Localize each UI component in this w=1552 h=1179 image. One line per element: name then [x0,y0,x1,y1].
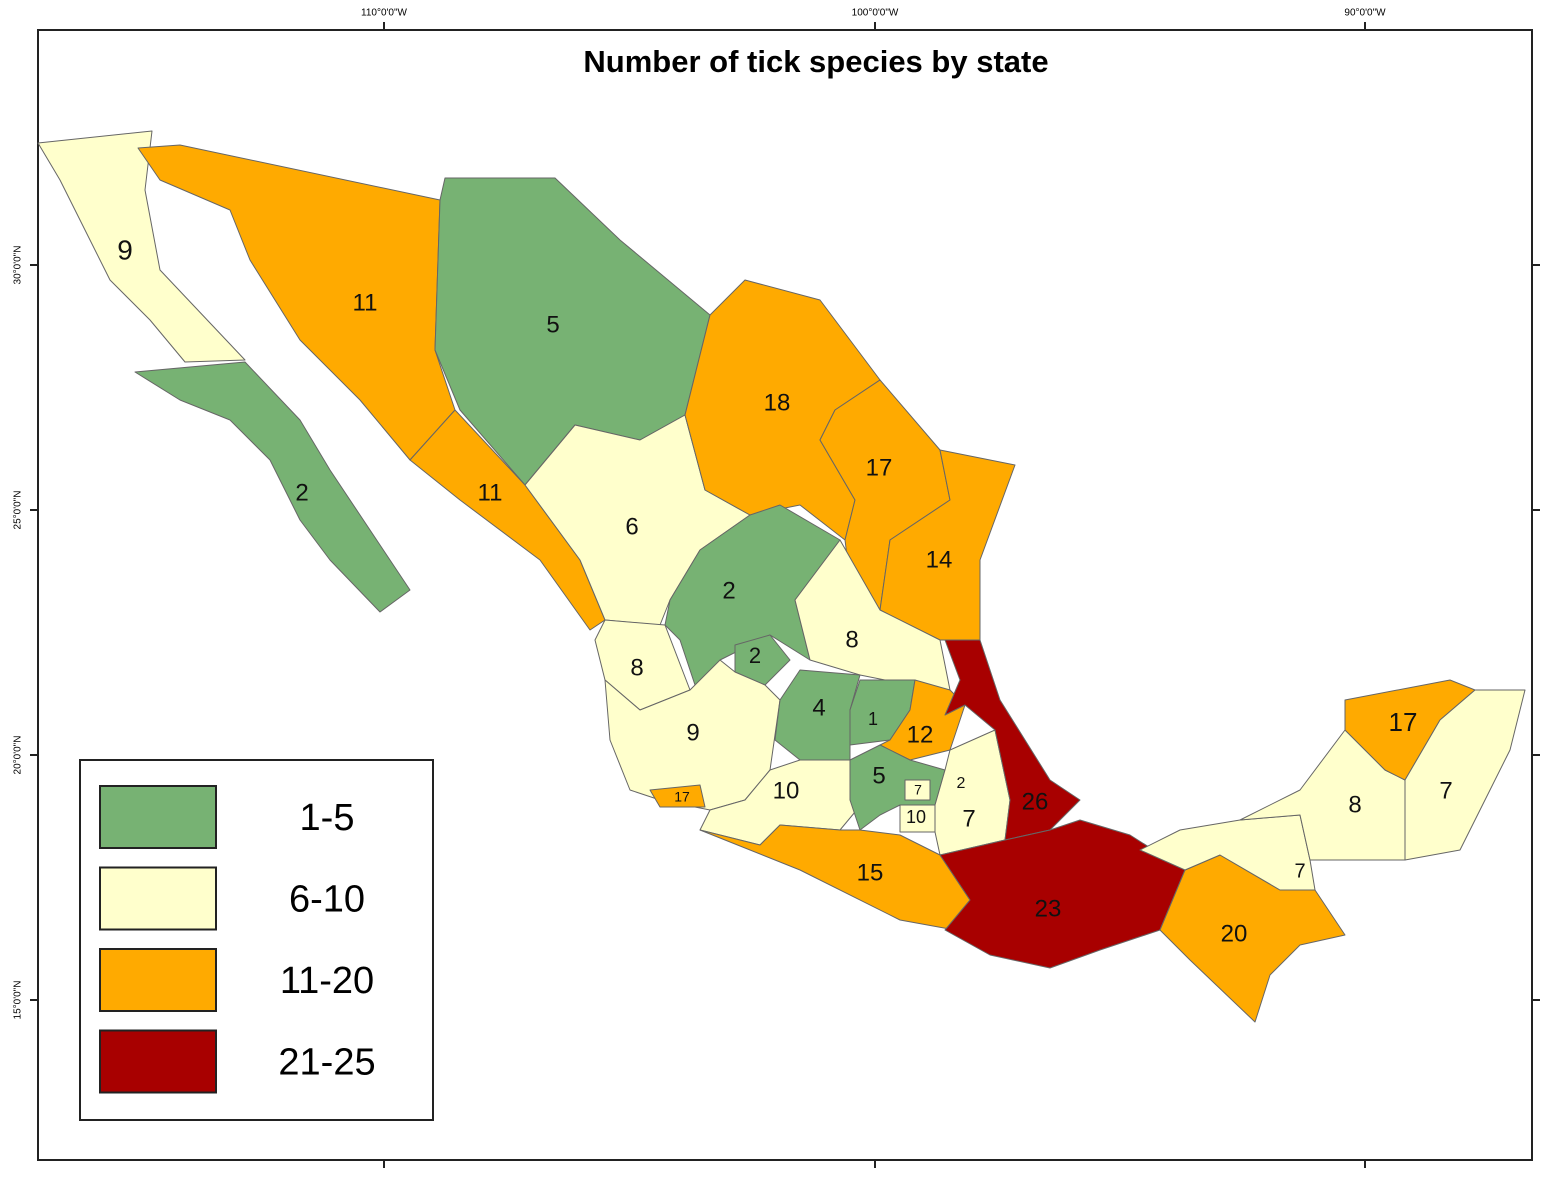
state-value: 17 [674,789,690,805]
state-value: 11 [353,289,378,316]
state-value: 8 [845,626,858,653]
legend-swatch [99,1029,217,1094]
state [1139,814,1316,891]
legend-swatch [99,866,217,931]
lat-tick-label: 30°0'0"N [13,246,24,285]
state-value: 7 [962,805,975,832]
state-value: 14 [926,546,953,573]
state-value: 7 [1294,860,1305,882]
state-value: 2 [295,479,308,506]
state-value: 5 [872,762,885,789]
state-value: 17 [866,454,893,481]
state-value: 8 [1348,791,1361,818]
map-title: Number of tick species by state [583,44,1048,79]
state-value: 20 [1221,920,1248,947]
legend-swatch [99,948,217,1012]
state-value: 9 [117,234,133,265]
legend-swatch [99,785,217,849]
state-value: 6 [625,513,638,540]
state-value: 17 [1389,707,1418,737]
state-value: 7 [1439,777,1452,804]
state-value: 12 [907,721,934,748]
state [1404,689,1526,861]
state [37,130,246,363]
state [134,361,411,613]
state-value: 10 [906,807,926,827]
state [137,144,456,461]
lat-tick-label: 20°0'0"N [13,736,24,775]
state-value: 18 [764,389,791,416]
state-value: 11 [478,479,503,506]
state-value: 7 [914,782,922,798]
state-value: 26 [1022,788,1049,815]
legend-label: 11-20 [280,960,374,1002]
state [734,634,791,686]
state-value: 5 [546,311,559,338]
state [699,824,971,931]
state-value: 23 [1035,895,1062,922]
state [649,784,706,808]
legend-label: 6-10 [289,879,365,921]
lon-tick-label: 90°0'0"W [1344,8,1386,19]
state-value: 10 [773,777,800,804]
state-value: 15 [857,859,884,886]
lat-tick-label: 15°0'0"N [13,981,24,1020]
state-value: 2 [722,577,735,604]
state-value: 1 [868,709,878,729]
legend-label: 1-5 [300,797,355,839]
state-value: 4 [812,694,825,721]
state [604,659,781,811]
legend-label: 21-25 [278,1042,375,1084]
lon-tick-label: 100°0'0"W [852,8,899,19]
lat-tick-label: 25°0'0"N [13,491,24,530]
state [904,779,931,801]
state-value: 2 [749,643,761,668]
state-value: 9 [686,719,699,746]
state-value: 2 [957,775,966,792]
state-value: 8 [630,654,643,681]
lon-tick-label: 110°0'0"W [361,8,408,19]
